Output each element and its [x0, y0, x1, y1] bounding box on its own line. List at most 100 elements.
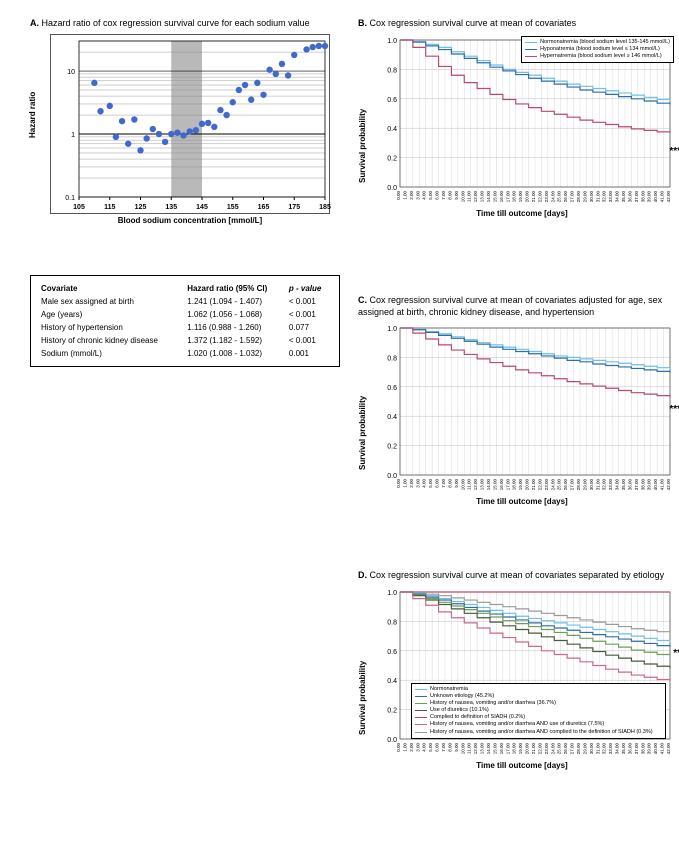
panel-c-svg: 0.00.20.40.60.81.00.001.002.003.004.005.… — [376, 322, 676, 497]
panel-c-title-text: Cox regression survival curve at mean of… — [358, 295, 662, 317]
panel-d-ylabel: Survival probability — [358, 661, 367, 735]
svg-text:0.2: 0.2 — [387, 155, 397, 162]
svg-text:41.00: 41.00 — [660, 479, 665, 491]
svg-text:21.00: 21.00 — [531, 190, 536, 202]
svg-text:1.00: 1.00 — [402, 479, 407, 488]
svg-text:13.00: 13.00 — [480, 479, 485, 491]
svg-text:0.0: 0.0 — [387, 185, 397, 192]
legend-item: History of nausea, vomiting and/or diarr… — [415, 729, 662, 736]
svg-text:28.00: 28.00 — [576, 190, 581, 202]
svg-text:8.00: 8.00 — [447, 742, 452, 751]
svg-text:18.00: 18.00 — [512, 479, 517, 491]
legend-label: History of nausea, vomiting and/or diarr… — [430, 729, 653, 736]
svg-text:19.00: 19.00 — [518, 742, 523, 754]
legend-item: Unknown etiology (45.2%) — [415, 693, 662, 700]
svg-text:39.00: 39.00 — [647, 190, 652, 202]
svg-text:28.00: 28.00 — [576, 742, 581, 754]
legend-swatch — [525, 42, 537, 43]
svg-text:17.00: 17.00 — [505, 742, 510, 754]
svg-text:35.00: 35.00 — [621, 742, 626, 754]
panel-d-sig: ** — [673, 648, 679, 659]
svg-text:0.6: 0.6 — [387, 648, 397, 655]
svg-text:1.00: 1.00 — [402, 742, 407, 751]
legend-item: Hyponatremia (blood sodium level ≤ 134 m… — [525, 46, 670, 53]
panel-b-legend: Normonatremia (blood sodium level 135-14… — [521, 36, 674, 63]
svg-text:17.00: 17.00 — [505, 190, 510, 202]
svg-text:145: 145 — [196, 204, 208, 211]
panel-c: C. Cox regression survival curve at mean… — [358, 295, 668, 506]
svg-text:17.00: 17.00 — [505, 479, 510, 491]
svg-text:23.00: 23.00 — [544, 190, 549, 202]
svg-text:14.00: 14.00 — [486, 190, 491, 202]
svg-text:0.4: 0.4 — [387, 678, 397, 685]
svg-text:15.00: 15.00 — [492, 742, 497, 754]
legend-swatch — [415, 717, 427, 718]
svg-text:39.00: 39.00 — [647, 479, 652, 491]
legend-item: History of nausea, vomiting and/or diarr… — [415, 700, 662, 707]
panel-c-chart: 0.00.20.40.60.81.00.001.002.003.004.005.… — [376, 322, 676, 497]
svg-text:36.00: 36.00 — [627, 479, 632, 491]
svg-text:0.8: 0.8 — [387, 356, 397, 363]
panel-d: D. Cox regression survival curve at mean… — [358, 570, 668, 770]
panel-d-xlabel: Time till outcome [days] — [376, 761, 668, 770]
svg-text:13.00: 13.00 — [480, 190, 485, 202]
svg-text:0.4: 0.4 — [387, 415, 397, 422]
panel-a-svg: 0.1110105115125135145155165175185 — [51, 35, 331, 215]
panel-a-label: A. — [30, 18, 39, 28]
svg-text:33.00: 33.00 — [608, 479, 613, 491]
legend-item: Use of diuretics (10.1%) — [415, 707, 662, 714]
svg-text:41.00: 41.00 — [660, 190, 665, 202]
svg-text:1.0: 1.0 — [387, 326, 397, 333]
legend-label: Complied to definition of SIADH (0.2%) — [430, 714, 525, 721]
svg-text:0.00: 0.00 — [396, 742, 401, 751]
svg-text:10.00: 10.00 — [460, 479, 465, 491]
svg-text:4.00: 4.00 — [422, 479, 427, 488]
legend-swatch — [415, 703, 427, 704]
svg-text:2.00: 2.00 — [409, 742, 414, 751]
svg-text:15.00: 15.00 — [492, 190, 497, 202]
col-covariate: Covariate — [39, 282, 185, 295]
legend-item: Complied to definition of SIADH (0.2%) — [415, 714, 662, 721]
svg-text:24.00: 24.00 — [550, 479, 555, 491]
svg-text:7.00: 7.00 — [441, 190, 446, 199]
table-row: Sodium (mmol/L)1.020 (1.008 - 1.032)0.00… — [39, 347, 331, 360]
legend-label: Hypernatremia (blood sodium level ≥ 146 … — [540, 53, 662, 60]
panel-c-xlabel: Time till outcome [days] — [376, 497, 668, 506]
svg-text:13.00: 13.00 — [480, 742, 485, 754]
svg-text:0.4: 0.4 — [387, 126, 397, 133]
svg-text:22.00: 22.00 — [537, 742, 542, 754]
legend-item: History of nausea, vomiting and/or diarr… — [415, 721, 662, 728]
svg-text:27.00: 27.00 — [570, 479, 575, 491]
panel-d-title-text: Cox regression survival curve at mean of… — [370, 570, 665, 580]
svg-text:30.00: 30.00 — [589, 479, 594, 491]
covariate-table: Covariate Hazard ratio (95% CI) p - valu… — [30, 275, 340, 367]
svg-text:1.0: 1.0 — [387, 590, 397, 597]
svg-text:3.00: 3.00 — [415, 742, 420, 751]
panel-d-legend: NormonatremiaUnknown etiology (45.2%)His… — [411, 683, 666, 739]
svg-text:125: 125 — [135, 204, 147, 211]
svg-text:1: 1 — [71, 132, 75, 139]
svg-text:11.00: 11.00 — [467, 742, 472, 753]
legend-swatch — [415, 724, 427, 725]
svg-text:25.00: 25.00 — [557, 479, 562, 491]
svg-text:25.00: 25.00 — [557, 190, 562, 202]
svg-text:29.00: 29.00 — [582, 479, 587, 491]
legend-swatch — [525, 49, 537, 50]
svg-text:14.00: 14.00 — [486, 479, 491, 491]
svg-text:27.00: 27.00 — [570, 742, 575, 754]
svg-text:26.00: 26.00 — [563, 190, 568, 202]
svg-text:19.00: 19.00 — [518, 479, 523, 491]
svg-text:1.0: 1.0 — [387, 38, 397, 45]
svg-text:35.00: 35.00 — [621, 479, 626, 491]
svg-text:31.00: 31.00 — [595, 190, 600, 202]
svg-text:0.6: 0.6 — [387, 385, 397, 392]
table-row: History of chronic kidney disease1.372 (… — [39, 334, 331, 347]
svg-text:105: 105 — [73, 204, 85, 211]
svg-text:39.00: 39.00 — [647, 742, 652, 754]
svg-text:32.00: 32.00 — [602, 742, 607, 754]
svg-text:38.00: 38.00 — [640, 479, 645, 491]
svg-text:24.00: 24.00 — [550, 742, 555, 754]
svg-text:5.00: 5.00 — [428, 479, 433, 488]
svg-text:8.00: 8.00 — [447, 190, 452, 199]
legend-label: History of nausea, vomiting and/or diarr… — [430, 721, 604, 728]
